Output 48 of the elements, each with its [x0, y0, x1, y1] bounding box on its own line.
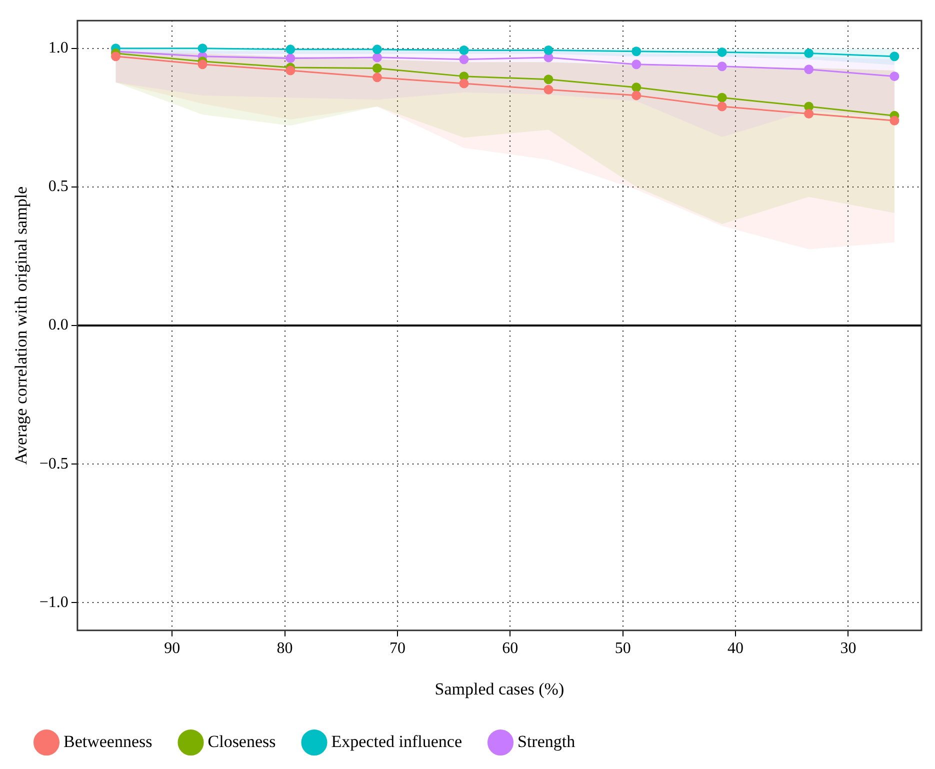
point [890, 72, 900, 82]
point [544, 84, 554, 94]
point [890, 52, 900, 62]
point [110, 52, 120, 62]
legend-label: Closeness [208, 732, 276, 751]
point [632, 82, 642, 92]
point [804, 108, 814, 118]
point [890, 116, 900, 126]
point [372, 72, 382, 82]
y-tick-label: 1.0 [48, 40, 68, 57]
point [632, 90, 642, 100]
point [459, 46, 469, 56]
point [804, 48, 814, 58]
x-tick-label: 90 [164, 640, 180, 658]
point [372, 44, 382, 54]
x-tick-label: 80 [276, 640, 293, 658]
y-axis-title: Average correlation with original sample [12, 186, 31, 465]
point [286, 44, 296, 54]
point [804, 64, 814, 74]
x-tick-label: 30 [840, 640, 856, 658]
point [286, 66, 296, 76]
y-tick-label: 0.0 [48, 316, 68, 334]
legend-label: Expected influence [331, 732, 462, 751]
point [717, 92, 727, 102]
point [372, 52, 382, 62]
point [544, 74, 554, 84]
legend-label: Strength [517, 732, 576, 751]
point [459, 54, 469, 64]
point [459, 78, 469, 88]
x-tick-label: 70 [389, 640, 406, 658]
legend-label: Betweenness [64, 732, 152, 751]
x-tick-label: 50 [614, 640, 631, 658]
y-tick-label: −1.0 [39, 594, 68, 611]
x-tick-label: 40 [728, 640, 744, 658]
y-tick-label: 0.5 [48, 178, 68, 196]
point [632, 60, 642, 70]
x-axis-title: Sampled cases (%) [434, 679, 564, 698]
point [544, 46, 554, 56]
point [372, 64, 382, 74]
point [717, 102, 727, 112]
point [717, 47, 727, 57]
point [632, 46, 642, 56]
x-tick-label: 60 [502, 640, 518, 658]
point [286, 54, 296, 64]
point [198, 44, 208, 54]
point [198, 60, 208, 70]
y-tick-label: −0.5 [39, 455, 68, 472]
point [717, 62, 727, 72]
